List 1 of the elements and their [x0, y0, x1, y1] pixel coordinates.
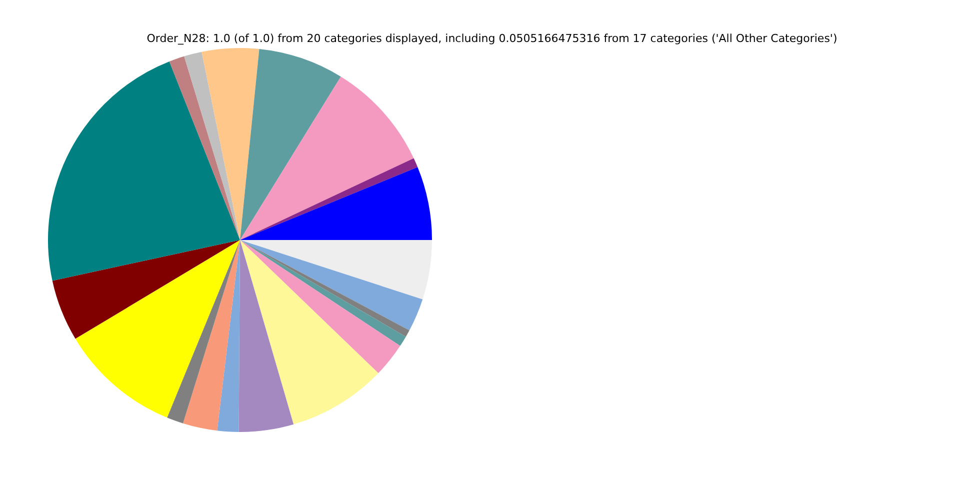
- text: Order_N28: 1.0 (of 1.0) from 20 categories displayed, including 0.0505166475316 from 17 categories ('All Other Categories'): [146, 32, 838, 45]
